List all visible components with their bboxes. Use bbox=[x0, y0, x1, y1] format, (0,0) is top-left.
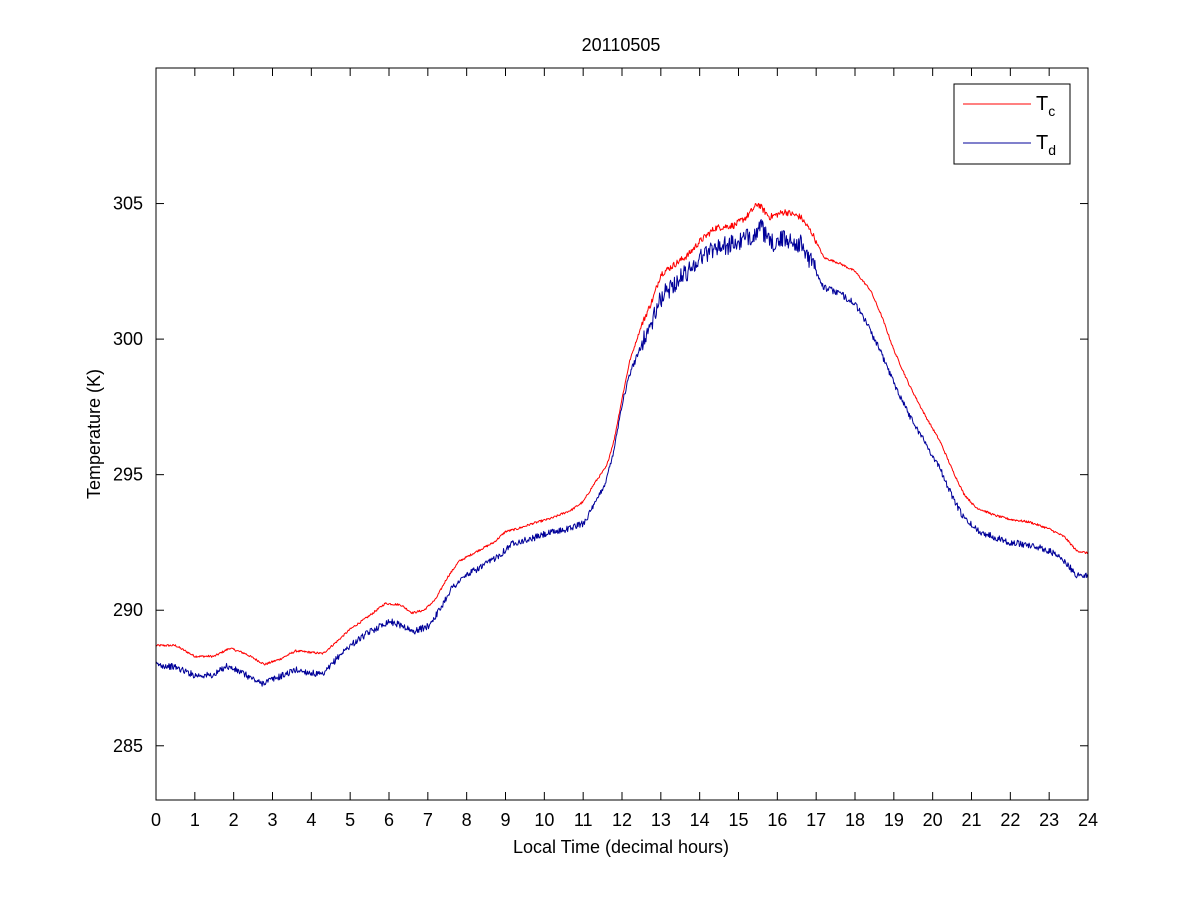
y-tick-label: 305 bbox=[113, 194, 143, 214]
series-line-tc bbox=[155, 202, 1089, 666]
x-tick-label: 11 bbox=[574, 810, 593, 830]
x-tick-label: 24 bbox=[1078, 810, 1098, 830]
x-tick-label: 5 bbox=[345, 810, 355, 830]
x-tick-label: 19 bbox=[884, 810, 904, 830]
legend-entry-tc: Tc bbox=[1036, 93, 1055, 119]
x-tick-label: 16 bbox=[767, 810, 787, 830]
x-tick-label: 10 bbox=[534, 810, 554, 830]
x-tick-label: 23 bbox=[1039, 810, 1059, 830]
x-tick-label: 22 bbox=[1000, 810, 1020, 830]
x-tick-label: 18 bbox=[845, 810, 865, 830]
legend: Tc Td bbox=[953, 83, 1071, 165]
x-tick-label: 7 bbox=[423, 810, 433, 830]
x-tick-label: 20 bbox=[923, 810, 943, 830]
x-tick-label: 9 bbox=[500, 810, 510, 830]
x-tick-label: 3 bbox=[267, 810, 277, 830]
x-tick-label: 8 bbox=[462, 810, 472, 830]
x-tick-label: 12 bbox=[612, 810, 632, 830]
x-axis-label: Local Time (decimal hours) bbox=[513, 837, 729, 857]
x-tick-label: 4 bbox=[306, 810, 316, 830]
y-tick-label: 295 bbox=[113, 465, 143, 485]
x-tick-label: 14 bbox=[690, 810, 710, 830]
x-tick-label: 0 bbox=[151, 810, 161, 830]
series-line-td bbox=[155, 219, 1089, 687]
series-layer bbox=[155, 202, 1089, 687]
chart-title: 20110505 bbox=[582, 35, 661, 55]
x-tick-label: 6 bbox=[384, 810, 394, 830]
legend-box bbox=[953, 83, 1071, 165]
y-tick-label: 290 bbox=[113, 600, 143, 620]
x-tick-label: 17 bbox=[806, 810, 826, 830]
x-tick-label: 13 bbox=[651, 810, 671, 830]
y-tick-label: 300 bbox=[113, 329, 143, 349]
y-axis-label: Temperature (K) bbox=[84, 369, 104, 499]
y-tick-label: 285 bbox=[113, 736, 143, 756]
y-axis: 285 290 295 300 305 bbox=[113, 194, 1088, 756]
x-tick-label: 2 bbox=[229, 810, 239, 830]
x-tick-label: 21 bbox=[961, 810, 981, 830]
x-axis: 0 1 2 3 4 5 6 7 8 9 10 11 12 13 14 15 16 17 18 19 20 21 22 23 24 bbox=[151, 68, 1098, 830]
x-tick-label: 1 bbox=[190, 810, 200, 830]
legend-entry-td: Td bbox=[1036, 132, 1056, 158]
x-tick-label: 15 bbox=[728, 810, 748, 830]
